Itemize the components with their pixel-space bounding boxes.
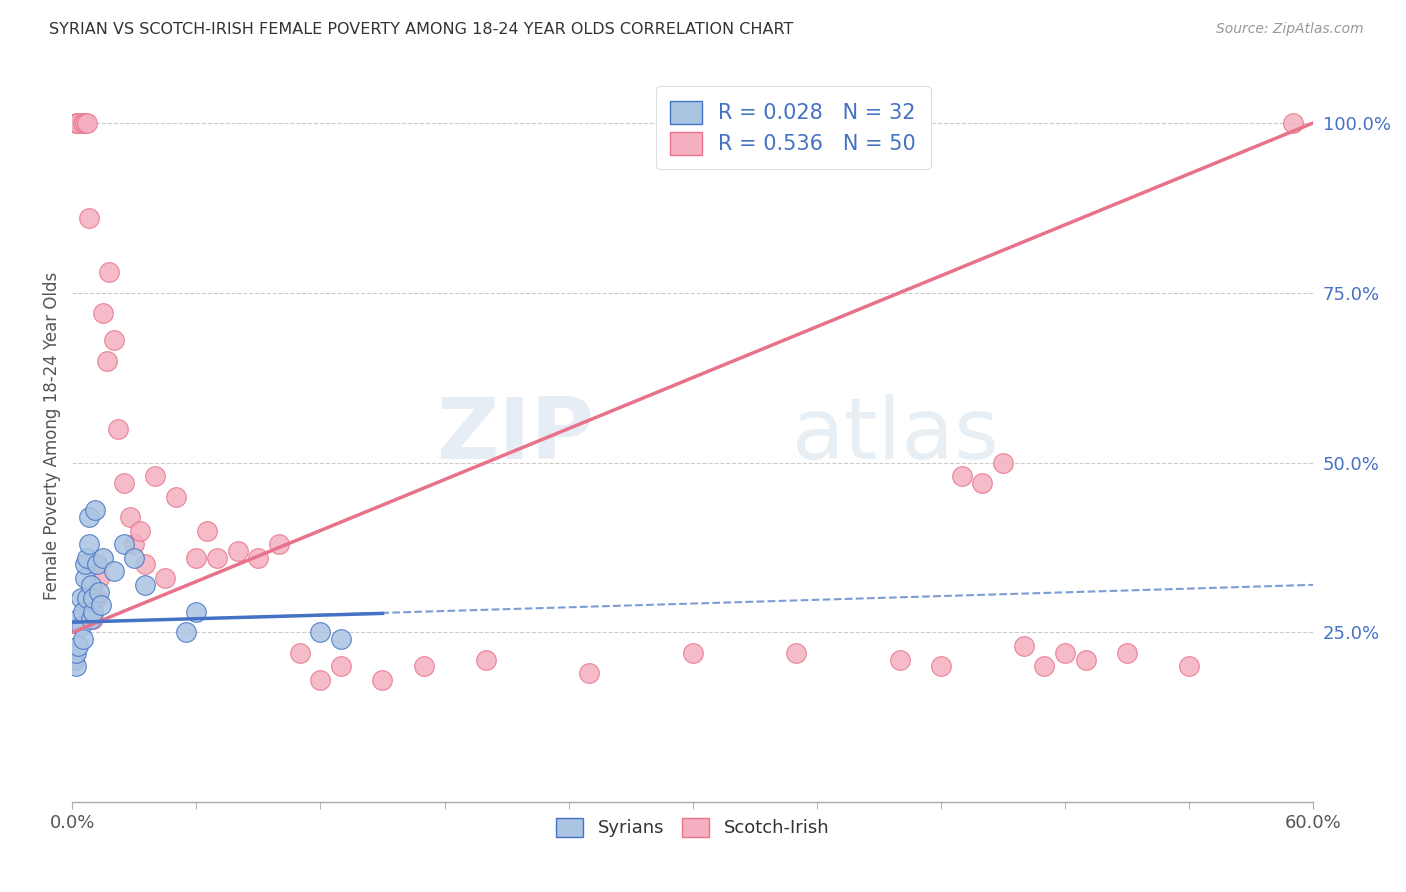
Point — [77, 510, 100, 524]
Point — [412, 659, 434, 673]
Point — [86, 591, 108, 606]
Point — [72, 116, 94, 130]
Point — [76, 550, 98, 565]
Point — [67, 612, 90, 626]
Text: SYRIAN VS SCOTCH-IRISH FEMALE POVERTY AMONG 18-24 YEAR OLDS CORRELATION CHART: SYRIAN VS SCOTCH-IRISH FEMALE POVERTY AM… — [49, 22, 793, 37]
Point — [84, 558, 107, 572]
Point — [205, 550, 228, 565]
Point — [107, 421, 129, 435]
Point — [86, 558, 108, 572]
Point — [87, 571, 110, 585]
Point — [972, 475, 994, 490]
Point — [143, 469, 166, 483]
Point — [77, 211, 100, 225]
Point — [80, 578, 103, 592]
Point — [991, 456, 1014, 470]
Point — [91, 550, 114, 565]
Point — [309, 625, 332, 640]
Point — [134, 578, 156, 592]
Y-axis label: Female Poverty Among 18-24 Year Olds: Female Poverty Among 18-24 Year Olds — [44, 271, 60, 599]
Point — [186, 550, 208, 565]
Point — [475, 652, 498, 666]
Point — [73, 116, 96, 130]
Point — [682, 646, 704, 660]
Point — [112, 475, 135, 490]
Text: Source: ZipAtlas.com: Source: ZipAtlas.com — [1216, 22, 1364, 37]
Point — [65, 116, 87, 130]
Point — [889, 652, 911, 666]
Point — [174, 625, 197, 640]
Point — [134, 558, 156, 572]
Point — [1054, 646, 1077, 660]
Point — [578, 666, 600, 681]
Point — [1074, 652, 1097, 666]
Point — [73, 558, 96, 572]
Point — [155, 571, 177, 585]
Point — [112, 537, 135, 551]
Point — [73, 571, 96, 585]
Point — [91, 306, 114, 320]
Point — [950, 469, 973, 483]
Point — [330, 659, 353, 673]
Point — [120, 510, 142, 524]
Point — [309, 673, 332, 687]
Point — [82, 605, 104, 619]
Point — [124, 537, 146, 551]
Legend: Syrians, Scotch-Irish: Syrians, Scotch-Irish — [548, 811, 837, 845]
Point — [1033, 659, 1056, 673]
Point — [785, 646, 807, 660]
Point — [247, 550, 270, 565]
Point — [1178, 659, 1201, 673]
Point — [96, 353, 118, 368]
Point — [226, 544, 249, 558]
Point — [72, 605, 94, 619]
Point — [65, 646, 87, 660]
Point — [929, 659, 952, 673]
Point — [103, 333, 125, 347]
Point — [371, 673, 394, 687]
Point — [195, 524, 218, 538]
Point — [82, 612, 104, 626]
Text: atlas: atlas — [792, 394, 1000, 477]
Point — [103, 564, 125, 578]
Point — [87, 584, 110, 599]
Point — [330, 632, 353, 647]
Point — [80, 612, 103, 626]
Point — [288, 646, 311, 660]
Point — [65, 659, 87, 673]
Point — [67, 639, 90, 653]
Point — [267, 537, 290, 551]
Point — [129, 524, 152, 538]
Point — [69, 618, 91, 632]
Point — [72, 632, 94, 647]
Point — [63, 652, 86, 666]
Point — [84, 503, 107, 517]
Point — [69, 591, 91, 606]
Point — [90, 599, 112, 613]
Point — [1116, 646, 1139, 660]
Point — [1281, 116, 1303, 130]
Point — [76, 116, 98, 130]
Point — [82, 591, 104, 606]
Point — [98, 265, 121, 279]
Text: ZIP: ZIP — [436, 394, 593, 477]
Point — [76, 591, 98, 606]
Point — [1012, 639, 1035, 653]
Point — [186, 605, 208, 619]
Point — [165, 490, 187, 504]
Point — [124, 550, 146, 565]
Point — [67, 116, 90, 130]
Point — [77, 537, 100, 551]
